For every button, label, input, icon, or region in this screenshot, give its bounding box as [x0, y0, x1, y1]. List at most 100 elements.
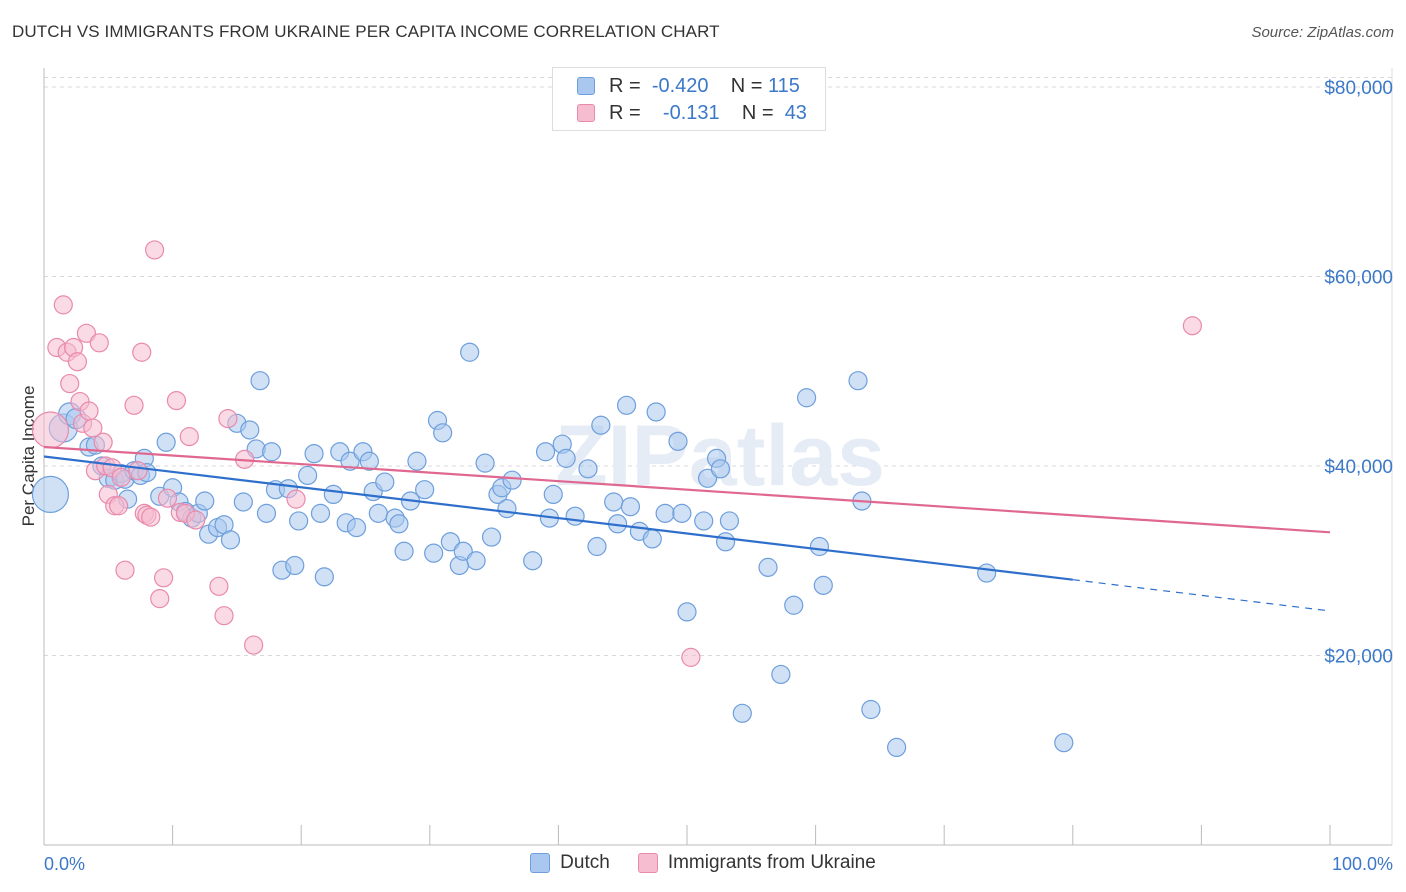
- dutch-point: [195, 491, 215, 511]
- dutch-point: [604, 492, 624, 512]
- dutch-point: [646, 402, 666, 422]
- ukraine-point: [128, 461, 148, 481]
- dutch-point: [415, 480, 435, 500]
- dutch-point: [289, 511, 309, 531]
- ukraine-point: [218, 408, 238, 429]
- legend-r-label-dutch: R =: [609, 74, 641, 97]
- dutch-point: [672, 503, 692, 523]
- y-tick-label: $20,000: [1324, 646, 1393, 667]
- ukraine-point: [124, 395, 144, 415]
- dutch-point: [556, 448, 576, 468]
- dutch-point: [368, 503, 388, 523]
- correlation-legend: R = -0.420 N = 115 R = -0.131 N = 43: [552, 67, 826, 131]
- dutch-point: [758, 557, 778, 577]
- dutch-trend-extension: [1072, 579, 1331, 612]
- ukraine-point: [209, 576, 229, 596]
- dutch-point: [697, 468, 718, 488]
- dutch-point: [314, 567, 334, 587]
- ukraine-point: [89, 333, 109, 353]
- dutch-point: [256, 503, 277, 523]
- dutch-point: [304, 444, 324, 464]
- dutch-point: [323, 484, 343, 505]
- dutch-point: [240, 420, 260, 440]
- dutch-point: [407, 451, 427, 471]
- legend-r-value-dutch: -0.420: [651, 74, 709, 97]
- ukraine-point: [93, 432, 113, 452]
- y-axis-label: Per Capita Income: [19, 386, 38, 527]
- chart-source: Source: ZipAtlas.com: [1251, 24, 1394, 41]
- dutch-point: [813, 575, 833, 595]
- data-points: [31, 240, 1202, 758]
- dutch-point: [677, 602, 697, 622]
- dutch-point: [710, 459, 731, 479]
- ukraine-point: [83, 418, 103, 438]
- ukraine-point: [108, 496, 129, 516]
- dutch-point: [587, 536, 607, 557]
- ukraine-point: [179, 427, 199, 447]
- x-tick-marks: [43, 68, 1393, 845]
- dutch-point: [310, 503, 331, 523]
- dutch-point: [502, 470, 522, 490]
- gridlines: [44, 76, 1392, 656]
- series-legend-swatch-ukraine: [637, 853, 658, 873]
- legend-r-value-ukraine: -0.131: [662, 101, 720, 124]
- dutch-point: [848, 371, 868, 391]
- dutch-point: [346, 517, 367, 538]
- ukraine-point: [681, 647, 701, 667]
- x-tick-label-max: 100.0%: [1332, 854, 1393, 874]
- dutch-point: [715, 532, 736, 552]
- ukraine-point: [141, 507, 161, 527]
- dutch-point: [578, 459, 598, 479]
- legend-n-label-dutch: N =: [730, 74, 763, 97]
- dutch-point: [1054, 733, 1074, 753]
- dutch-point: [375, 472, 395, 492]
- legend-r-label-ukraine: R =: [609, 101, 641, 124]
- dutch-point: [565, 506, 585, 526]
- dutch-point: [668, 431, 688, 451]
- series-legend: Dutch Immigrants from Ukraine: [0, 852, 1406, 874]
- ukraine-point: [144, 240, 165, 260]
- y-tick-label: $60,000: [1324, 267, 1393, 288]
- dutch-point: [732, 703, 752, 723]
- dutch-point: [719, 511, 740, 531]
- ukraine-point: [286, 489, 306, 509]
- x-tick-label-min: 0.0%: [44, 854, 85, 874]
- dutch-point: [298, 465, 318, 486]
- y-tick-label: $40,000: [1324, 457, 1393, 478]
- dutch-trend-line: [43, 455, 1073, 581]
- dutch-point: [31, 475, 70, 514]
- dutch-point: [977, 563, 997, 583]
- ukraine-point: [244, 635, 264, 655]
- ukraine-point: [150, 589, 170, 609]
- dutch-point: [156, 432, 176, 452]
- ukraine-point: [111, 467, 131, 487]
- dutch-point: [460, 342, 480, 362]
- ukraine-point: [186, 510, 206, 530]
- legend-n-label-ukraine: N =: [741, 101, 774, 124]
- dutch-point: [523, 551, 543, 571]
- dutch-point: [250, 371, 270, 391]
- y-tick-labels: $20,000 $40,000 $60,000 $80,000: [1324, 78, 1393, 668]
- series-legend-label-dutch: Dutch: [560, 852, 610, 873]
- dutch-point: [535, 442, 556, 462]
- dutch-point: [340, 451, 360, 471]
- ukraine-point: [115, 560, 135, 580]
- dutch-point: [453, 541, 473, 561]
- ukraine-point: [60, 373, 80, 394]
- dutch-point: [475, 453, 495, 473]
- dutch-point: [233, 492, 253, 512]
- ukraine-point: [1182, 316, 1202, 336]
- dutch-point: [887, 737, 907, 758]
- ukraine-point: [166, 390, 187, 411]
- dutch-point: [796, 388, 817, 408]
- dutch-point: [285, 555, 305, 576]
- dutch-point: [861, 699, 881, 720]
- series-legend-ukraine: Immigrants from Ukraine: [637, 852, 876, 874]
- ukraine-point: [214, 606, 234, 626]
- dutch-point: [616, 395, 637, 415]
- dutch-point: [262, 442, 282, 462]
- legend-row-dutch: R = -0.420 N = 115: [577, 73, 800, 99]
- ukraine-point: [53, 295, 73, 315]
- ukraine-point: [79, 401, 99, 421]
